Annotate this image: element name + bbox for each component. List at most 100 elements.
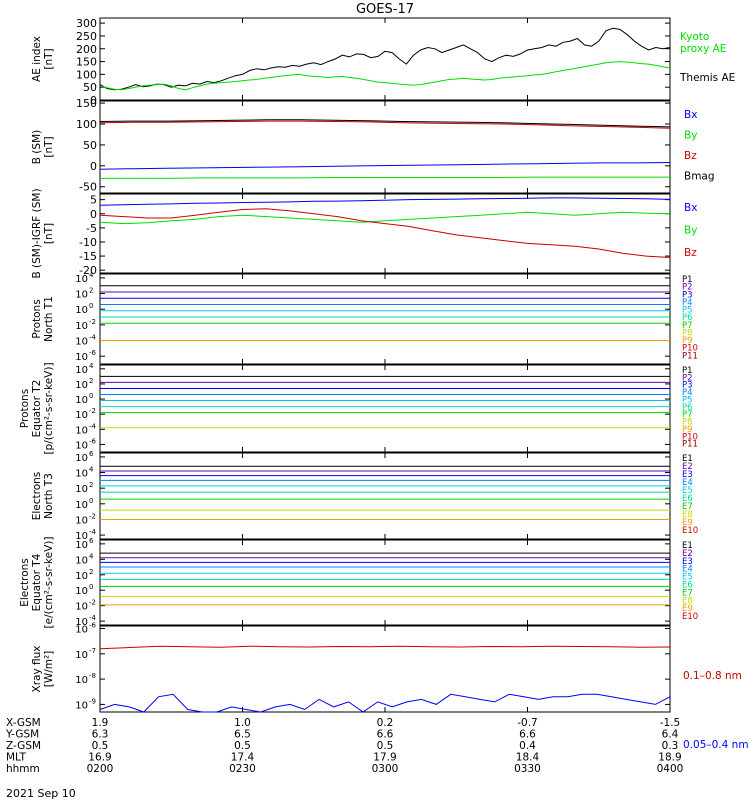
legend-label: By (684, 129, 697, 141)
y-axis-label-line: [p/(cm²-s-sr-keV)] (43, 362, 55, 454)
channel-label: P1 (682, 366, 693, 376)
y-tick-label: -50 (79, 181, 97, 194)
time-axis-value: 0.2 (377, 717, 394, 729)
y-axis-label: Protons Equator T2 [p/(cm²-s-sr-keV)] (19, 362, 55, 454)
y-tick-label: 10 (75, 274, 88, 285)
y-axis-label-line: [e/(cm²-s-sr-keV)] (43, 537, 55, 629)
y-tick-label: 10 (75, 440, 88, 451)
y-tick-exponent: 2 (89, 287, 93, 295)
legend-label: 0.05–0.4 nm (683, 739, 749, 751)
series-line-bx (99, 197, 671, 206)
y-axis-label-line: B (SM)-IGRF (SM) (31, 188, 43, 278)
y-tick-label: 100 (76, 118, 97, 131)
y-tick-label: 50 (83, 139, 97, 152)
y-tick-label: 10 (75, 500, 88, 511)
channel-label: P5 (682, 395, 693, 405)
channel-label: P11 (682, 440, 698, 450)
channel-label: P4 (682, 388, 693, 398)
channel-label: E4 (682, 565, 693, 575)
panel-frame (99, 100, 671, 194)
time-axis-value: 0.4 (519, 740, 536, 752)
y-tick-label: 10 (75, 395, 88, 406)
series-line-bz (99, 120, 671, 129)
y-tick-label: 300 (76, 17, 97, 30)
y-tick-exponent: 0 (89, 302, 93, 310)
y-tick-exponent: 0 (89, 583, 93, 591)
y-tick-exponent: 4 (89, 552, 94, 560)
y-tick-label: 10 (75, 602, 88, 613)
y-tick-exponent: 2 (89, 377, 93, 385)
time-axis-value: 18.9 (658, 752, 681, 764)
y-tick-exponent: 6 (89, 450, 94, 458)
channel-label: E9 (682, 518, 693, 528)
y-axis-label-line: [nT] (43, 223, 55, 244)
channel-label: P10 (682, 344, 698, 354)
y-tick-label: 10 (75, 352, 88, 363)
y-tick-label: 10 (75, 425, 88, 436)
y-tick-exponent: 4 (89, 362, 94, 370)
time-axis-value: 1.9 (92, 717, 109, 729)
y-tick-label: 10 (75, 484, 88, 495)
time-axis-value: -1.5 (660, 717, 681, 729)
y-tick-label: 10 (75, 380, 88, 391)
y-axis-label-line: Xray flux (31, 646, 43, 693)
channel-label: E8 (682, 596, 693, 606)
channel-label: P6 (682, 403, 693, 413)
series-line-themis-ae (99, 27, 671, 91)
series-line-by (100, 176, 670, 179)
channel-label: P4 (682, 298, 693, 308)
time-axis-value: 6.6 (519, 729, 536, 741)
y-axis-label-line: Protons (19, 389, 31, 428)
y-tick-label: 10 (75, 337, 88, 348)
y-tick-label: 10 (75, 453, 88, 464)
channel-label: E2 (682, 462, 693, 472)
channel-label: P5 (682, 306, 693, 316)
channel-label: P3 (682, 290, 693, 300)
channel-label: P7 (682, 321, 693, 331)
channel-label: E2 (682, 549, 693, 559)
y-axis-label-line: AE index (31, 36, 43, 82)
y-tick-exponent: -8 (89, 672, 96, 680)
time-axis-value: 0.3 (662, 740, 679, 752)
y-axis-label-line: Electrons (31, 472, 43, 521)
time-axis-value: 17.4 (231, 752, 255, 764)
time-axis-value: 6.6 (377, 729, 394, 741)
channel-label: P1 (682, 275, 693, 285)
y-tick-exponent: 0 (89, 392, 93, 400)
time-axis-value: 17.9 (373, 752, 396, 764)
y-tick-label: 10 (75, 531, 88, 542)
y-tick-label: 10 (75, 675, 88, 686)
series-line-bmag (99, 119, 671, 128)
channel-label: P3 (682, 381, 693, 391)
y-axis-label-line: North T3 (43, 473, 55, 519)
legend-label: By (684, 225, 697, 237)
y-tick-label: 5 (90, 194, 97, 207)
y-axis-label-line: Equator T2 (31, 380, 43, 438)
time-axis-value: 18.4 (516, 752, 540, 764)
time-axis-value: 6.5 (234, 729, 251, 741)
channel-label: E5 (682, 486, 693, 496)
time-axis-value: 0400 (657, 763, 684, 775)
panel-frame (99, 273, 671, 365)
y-axis-label: Protons North T1 (31, 296, 55, 342)
y-tick-label: 10 (75, 365, 88, 376)
y-tick-exponent: -7 (89, 647, 96, 655)
channel-label: P10 (682, 432, 698, 442)
time-axis-value: 6.4 (662, 729, 679, 741)
channel-label: E6 (682, 581, 693, 591)
channel-label: E8 (682, 510, 693, 520)
y-tick-label: 10 (75, 515, 88, 526)
y-axis-label: Electrons North T3 (31, 472, 55, 521)
y-tick-exponent: -6 (89, 349, 97, 357)
date-label: 2021 Sep 10 (6, 787, 76, 800)
y-tick-label: 100 (76, 68, 97, 81)
channel-label: E6 (682, 494, 693, 504)
y-axis-label-line: [nT] (43, 48, 55, 69)
panel-frame (99, 17, 671, 101)
time-axis-value: 0200 (87, 763, 114, 775)
y-tick-exponent: 2 (89, 481, 93, 489)
time-axis-value: 0230 (229, 763, 256, 775)
